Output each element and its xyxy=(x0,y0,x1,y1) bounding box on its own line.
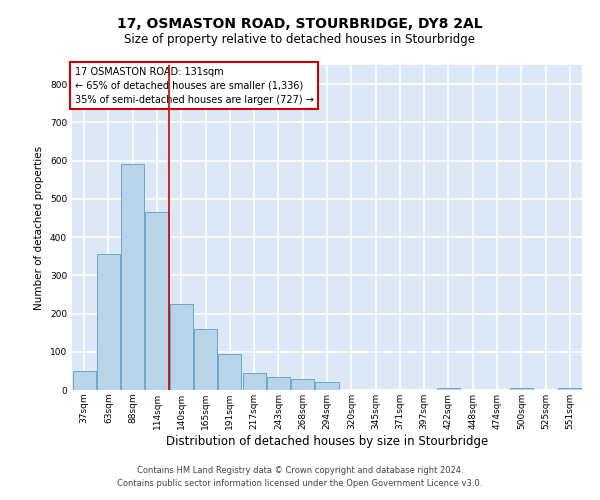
Bar xyxy=(242,373,266,390)
Bar xyxy=(194,329,217,390)
Bar xyxy=(291,378,314,390)
Bar xyxy=(145,212,169,390)
Bar xyxy=(170,304,193,390)
X-axis label: Distribution of detached houses by size in Stourbridge: Distribution of detached houses by size … xyxy=(166,434,488,448)
Text: Contains HM Land Registry data © Crown copyright and database right 2024.
Contai: Contains HM Land Registry data © Crown c… xyxy=(118,466,482,487)
Bar xyxy=(437,388,460,390)
Bar xyxy=(267,376,290,390)
Bar xyxy=(73,371,95,390)
Bar xyxy=(218,354,241,390)
Text: 17 OSMASTON ROAD: 131sqm
← 65% of detached houses are smaller (1,336)
35% of sem: 17 OSMASTON ROAD: 131sqm ← 65% of detach… xyxy=(74,66,313,104)
Text: 17, OSMASTON ROAD, STOURBRIDGE, DY8 2AL: 17, OSMASTON ROAD, STOURBRIDGE, DY8 2AL xyxy=(117,18,483,32)
Y-axis label: Number of detached properties: Number of detached properties xyxy=(34,146,44,310)
Bar xyxy=(121,164,144,390)
Bar xyxy=(316,382,338,390)
Text: Size of property relative to detached houses in Stourbridge: Size of property relative to detached ho… xyxy=(125,32,476,46)
Bar xyxy=(559,388,581,390)
Bar xyxy=(510,388,533,390)
Bar xyxy=(97,254,120,390)
